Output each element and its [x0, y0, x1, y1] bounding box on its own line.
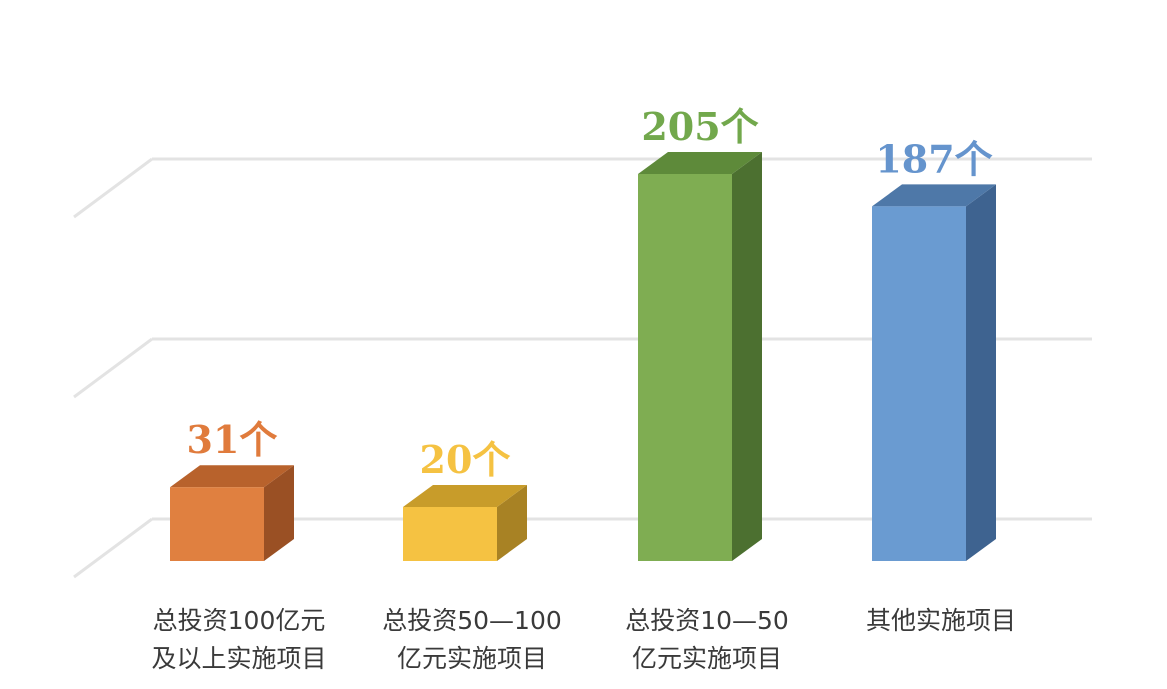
data-label: 20个 — [420, 437, 511, 482]
category-label: 总投资50—100 亿元实施项目 — [382, 606, 562, 673]
category-label-line: 其他实施项目 — [866, 606, 1016, 635]
data-label: 205个 — [641, 104, 758, 149]
category-label-line: 亿元实施项目 — [632, 644, 782, 673]
value-labels: 31个 20个 205个 187个 — [187, 104, 993, 482]
bar — [638, 152, 762, 561]
gridline-slant — [73, 517, 153, 579]
bar — [403, 485, 527, 561]
category-label: 总投资10—50 亿元实施项目 — [625, 606, 789, 673]
bar-top — [872, 184, 996, 207]
bar-top — [403, 485, 527, 507]
category-label-line: 总投资100亿元 — [153, 606, 326, 635]
data-label: 187个 — [875, 136, 992, 181]
bar-front — [638, 174, 732, 561]
gridline-slant — [73, 337, 153, 399]
bar — [170, 465, 294, 561]
category-label-line: 总投资50—100 — [382, 606, 562, 635]
category-label-line: 总投资10—50 — [625, 606, 789, 635]
bar — [872, 184, 996, 561]
bar-side — [966, 184, 996, 561]
bar-side — [732, 152, 762, 561]
bar-side — [264, 465, 294, 561]
bar-top — [170, 465, 294, 488]
category-label: 总投资100亿元及以上实施项目 — [151, 606, 326, 673]
bars — [170, 152, 996, 561]
data-label: 31个 — [187, 417, 278, 462]
bar-front — [872, 206, 966, 561]
bar-side — [497, 485, 527, 561]
category-label: 其他实施项目 — [866, 606, 1016, 635]
category-label-line: 亿元实施项目 — [397, 644, 547, 673]
bar-front — [403, 507, 497, 561]
gridline-slant — [73, 157, 153, 219]
bar-top — [638, 152, 762, 174]
category-label-line: 及以上实施项目 — [151, 644, 326, 673]
bar-front — [170, 487, 264, 561]
